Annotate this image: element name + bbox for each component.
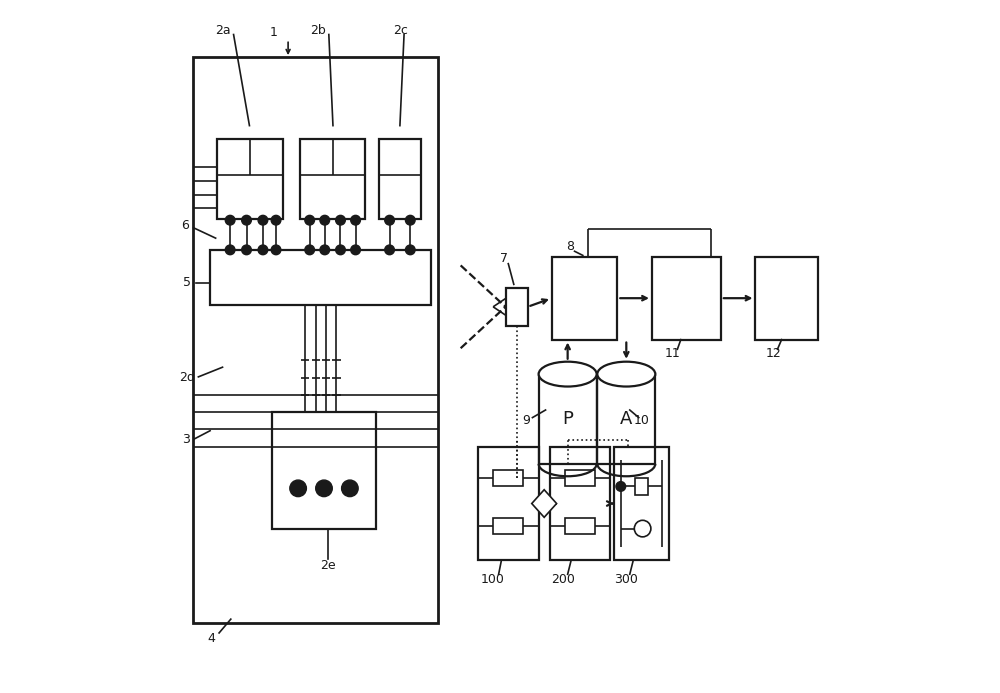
Circle shape: [305, 216, 315, 225]
Circle shape: [271, 216, 281, 225]
Text: 2b: 2b: [311, 24, 326, 37]
Circle shape: [242, 216, 251, 225]
Text: 8: 8: [566, 240, 574, 253]
Text: 1: 1: [270, 26, 278, 39]
Circle shape: [258, 216, 268, 225]
Text: 2e: 2e: [320, 559, 336, 572]
Bar: [193, 57, 438, 622]
Text: 12: 12: [765, 347, 781, 360]
Circle shape: [616, 482, 626, 491]
Bar: [550, 446, 610, 561]
Text: 5: 5: [183, 277, 191, 290]
Polygon shape: [532, 490, 557, 518]
Text: 10: 10: [634, 414, 649, 427]
Bar: [478, 446, 539, 561]
Circle shape: [271, 245, 281, 255]
Circle shape: [351, 216, 360, 225]
Bar: [210, 250, 431, 305]
Bar: [493, 471, 523, 486]
Text: 11: 11: [665, 347, 680, 360]
Circle shape: [316, 480, 332, 497]
Text: P: P: [562, 410, 573, 428]
Bar: [565, 471, 595, 486]
Bar: [506, 288, 528, 326]
Text: 2a: 2a: [215, 24, 230, 37]
Circle shape: [336, 245, 345, 255]
Circle shape: [320, 216, 330, 225]
Ellipse shape: [539, 362, 597, 387]
Bar: [272, 412, 376, 529]
Bar: [597, 374, 655, 464]
Circle shape: [405, 216, 415, 225]
Text: 6: 6: [181, 219, 189, 232]
Circle shape: [385, 245, 394, 255]
Bar: [565, 518, 595, 534]
Text: A: A: [620, 410, 632, 428]
Circle shape: [336, 216, 345, 225]
Circle shape: [405, 245, 415, 255]
Ellipse shape: [597, 362, 655, 387]
Bar: [652, 257, 721, 340]
Bar: [379, 139, 421, 219]
Text: 9: 9: [522, 414, 530, 427]
Circle shape: [258, 245, 268, 255]
Circle shape: [290, 480, 306, 497]
Text: 100: 100: [481, 573, 505, 586]
Bar: [300, 139, 365, 219]
Text: 300: 300: [614, 573, 638, 586]
Circle shape: [385, 216, 394, 225]
Bar: [493, 518, 523, 534]
Text: 7: 7: [500, 252, 508, 265]
Circle shape: [320, 245, 330, 255]
Text: 2d: 2d: [179, 371, 195, 384]
Bar: [635, 478, 648, 495]
Bar: [755, 257, 818, 340]
Circle shape: [225, 245, 235, 255]
Text: 3: 3: [182, 433, 190, 446]
Circle shape: [342, 480, 358, 497]
Bar: [539, 374, 597, 464]
Circle shape: [305, 245, 315, 255]
Bar: [217, 139, 283, 219]
Bar: [552, 257, 617, 340]
Text: 200: 200: [551, 573, 575, 586]
Text: 4: 4: [208, 632, 215, 645]
Text: 2c: 2c: [393, 24, 408, 37]
Bar: [614, 446, 669, 561]
Circle shape: [242, 245, 251, 255]
Circle shape: [351, 245, 360, 255]
Circle shape: [225, 216, 235, 225]
